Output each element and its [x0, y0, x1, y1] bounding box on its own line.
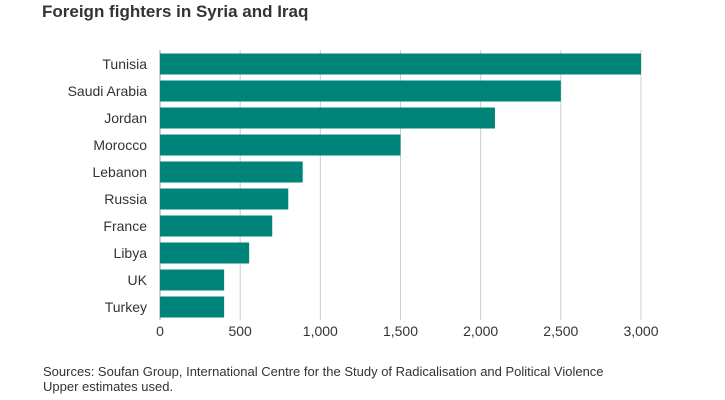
x-tick-label: 1,000 — [303, 323, 338, 339]
bars — [160, 53, 641, 318]
bar-morocco — [160, 134, 401, 156]
category-label: Morocco — [93, 137, 147, 153]
bar-france — [160, 215, 273, 237]
estimate-note: Upper estimates used. — [43, 379, 174, 394]
category-label: Libya — [114, 245, 148, 261]
bar-saudi-arabia — [160, 80, 561, 102]
category-label: Tunisia — [102, 56, 147, 72]
source-text: Sources: Soufan Group, International Cen… — [43, 364, 604, 379]
category-label: Russia — [104, 191, 147, 207]
category-label: Jordan — [104, 110, 147, 126]
x-tick-labels: 0 500 1,000 1,500 2,000 2,500 3,000 — [156, 323, 659, 339]
x-tick-label: 0 — [156, 323, 164, 339]
bar-libya — [160, 242, 250, 264]
category-labels: Tunisia Saudi Arabia Jordan Morocco Lebanon R… — [68, 56, 148, 315]
source-note: Sources: Soufan Group, International Cen… — [43, 364, 604, 394]
chart-title: Foreign fighters in Syria and Iraq — [42, 2, 309, 21]
category-label: France — [103, 218, 147, 234]
bar-russia — [160, 188, 289, 210]
category-label: Turkey — [105, 299, 147, 315]
category-label: UK — [128, 272, 148, 288]
x-tick-label: 500 — [228, 323, 252, 339]
category-label: Lebanon — [92, 164, 147, 180]
bar-turkey — [160, 296, 225, 318]
x-tick-label: 3,000 — [623, 323, 658, 339]
x-tick-label: 2,000 — [463, 323, 498, 339]
bar-tunisia — [160, 53, 641, 75]
bar-jordan — [160, 107, 495, 129]
category-label: Saudi Arabia — [68, 83, 148, 99]
x-tick-label: 1,500 — [383, 323, 418, 339]
x-tick-label: 2,500 — [543, 323, 578, 339]
bar-lebanon — [160, 161, 303, 183]
bar-uk — [160, 269, 225, 291]
